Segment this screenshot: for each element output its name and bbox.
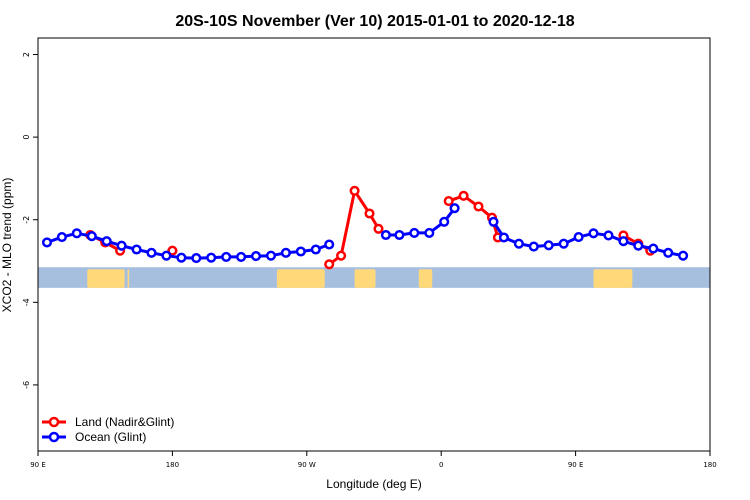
x-axis-label: Longitude (deg E) — [326, 477, 421, 491]
legend-land-marker — [48, 416, 60, 428]
ocean-point — [439, 216, 450, 227]
ocean-point — [488, 216, 499, 227]
ocean-point — [41, 237, 53, 248]
ocean-point — [161, 250, 172, 261]
land-band-segment-3 — [354, 269, 376, 288]
ocean-point — [101, 236, 112, 247]
ocean-point — [498, 232, 509, 243]
ocean-point — [176, 252, 187, 263]
ocean-point — [513, 238, 524, 249]
ocean-point — [191, 253, 202, 264]
land-point — [443, 196, 454, 207]
land-band-segment-1 — [127, 269, 130, 288]
ocean-point — [71, 228, 82, 239]
ocean-point — [295, 246, 306, 257]
land-point — [458, 190, 469, 201]
land-ocean-band — [38, 267, 710, 288]
ocean-point — [265, 250, 277, 261]
ocean-point — [588, 228, 599, 239]
ocean-point — [573, 232, 584, 243]
land-point — [473, 201, 484, 212]
legend-land-label: Land (Nadir&Glint) — [75, 415, 174, 429]
ocean-point — [250, 251, 262, 262]
y-tick-label-1: 0 — [22, 135, 31, 140]
land-point — [349, 185, 360, 196]
plot-frame — [37, 37, 711, 452]
x-tick-label-1: 180 — [166, 461, 179, 469]
ocean-point — [618, 236, 629, 247]
land-point — [336, 250, 347, 261]
land-point — [364, 208, 375, 219]
ocean-series — [41, 203, 689, 264]
x-tick-label-0: 90 E — [30, 461, 46, 469]
y-axis-label: XCO2 - MLO trend (ppm) — [0, 178, 14, 313]
legend-ocean-marker — [48, 431, 60, 443]
land-point — [373, 223, 384, 234]
land-point — [324, 259, 335, 270]
ocean-point — [663, 247, 674, 258]
ocean-point — [324, 239, 335, 250]
ocean-point — [206, 252, 217, 263]
ocean-point — [310, 244, 321, 255]
y-tick-label-3: -4 — [22, 298, 31, 306]
ocean-point — [424, 227, 435, 238]
ocean-point — [116, 240, 127, 251]
x-tick-label-2: 90 W — [298, 461, 316, 469]
x-tick-label-5: 180 — [703, 461, 716, 469]
ocean-point — [543, 240, 554, 251]
legend-ocean-label: Ocean (Glint) — [75, 430, 146, 444]
land-band-segment-2 — [276, 269, 325, 288]
axes: 90 E 180 90 W 0 90 E 180 2 0 -2 -4 -6 — [22, 52, 717, 469]
land-band-segment-0 — [87, 269, 125, 288]
ocean-point — [131, 244, 142, 255]
ocean-point — [56, 232, 67, 243]
ocean-point — [678, 250, 689, 261]
ocean-point — [633, 240, 644, 251]
y-tick-label-2: -2 — [22, 216, 31, 224]
land-line-segment-2 — [328, 189, 380, 266]
legend: Land (Nadir&Glint) Ocean (Glint) — [42, 415, 174, 444]
ocean-point — [603, 230, 614, 241]
x-tick-label-3: 0 — [439, 461, 443, 469]
ocean-point — [648, 243, 659, 254]
ocean-point — [528, 241, 539, 252]
ocean-point — [449, 203, 460, 214]
ocean-point — [394, 229, 405, 241]
ocean-point — [380, 229, 391, 241]
ocean-point — [146, 247, 157, 258]
x-tick-label-4: 90 E — [568, 461, 584, 469]
y-tick-label-4: -6 — [22, 381, 31, 389]
ocean-point — [558, 238, 569, 249]
ocean-point — [236, 251, 247, 262]
ocean-point — [86, 231, 97, 242]
ocean-point — [280, 247, 291, 258]
chart-title: 20S-10S November (Ver 10) 2015-01-01 to … — [175, 13, 574, 30]
ocean-point — [409, 227, 420, 238]
land-band-segment-4 — [418, 269, 433, 288]
land-band-segment-5 — [593, 269, 633, 288]
series-layer — [41, 185, 689, 270]
y-tick-label-0: 2 — [22, 52, 31, 57]
land-point — [167, 245, 178, 256]
ocean-point — [221, 251, 232, 262]
